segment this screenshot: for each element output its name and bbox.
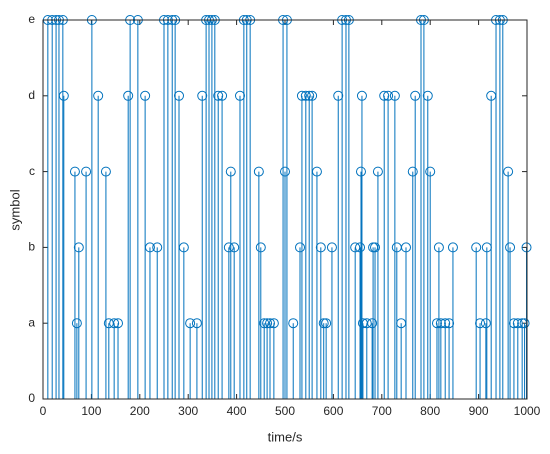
x-tick-label: 500 xyxy=(275,404,295,418)
x-tick-label: 0 xyxy=(40,404,47,418)
stem-marker xyxy=(81,166,92,177)
stem-marker xyxy=(481,242,492,253)
stem-marker xyxy=(123,90,134,101)
stem-marker xyxy=(304,90,315,101)
stem-marker xyxy=(431,318,442,329)
stem-marker xyxy=(370,242,381,253)
x-tick-label: 300 xyxy=(178,404,198,418)
stem-marker xyxy=(71,318,82,329)
x-tick-label: 700 xyxy=(372,404,392,418)
stem-marker xyxy=(379,90,390,101)
stem-marker xyxy=(444,318,455,329)
stem-marker xyxy=(321,318,332,329)
stem-marker xyxy=(268,318,279,329)
stem-marker xyxy=(259,318,270,329)
stem-marker xyxy=(69,166,80,177)
stem-marker xyxy=(433,242,444,253)
stem-marker xyxy=(174,90,185,101)
stem-marker xyxy=(367,318,378,329)
stem-marker xyxy=(486,90,497,101)
stem-marker xyxy=(280,166,290,177)
y-tick-label: c xyxy=(29,164,35,178)
stem-marker xyxy=(288,318,299,329)
stem-marker xyxy=(318,318,329,329)
x-tick-label: 900 xyxy=(469,404,489,418)
y-tick-label: 0 xyxy=(28,391,35,405)
stem-marker xyxy=(229,242,240,253)
stem-marker xyxy=(140,90,151,101)
stem-marker xyxy=(447,242,458,253)
stem-marker xyxy=(113,318,124,329)
stem-marker xyxy=(307,90,318,101)
stem-marker xyxy=(410,90,421,101)
stem-marker xyxy=(73,242,84,253)
stem-marker xyxy=(407,166,418,177)
stem-marker xyxy=(505,242,516,253)
stem-marker xyxy=(295,242,306,253)
stem-marker xyxy=(326,242,337,253)
stem-marker xyxy=(300,90,311,101)
stem-marker xyxy=(425,166,436,177)
stem-marker xyxy=(401,242,411,253)
y-tick-label: e xyxy=(28,12,35,26)
stem-marker xyxy=(144,242,155,253)
stem-marker xyxy=(197,90,208,101)
stem-marker xyxy=(355,242,366,253)
stem-marker xyxy=(333,90,344,101)
y-tick-label: b xyxy=(28,240,35,254)
stem-marker xyxy=(262,318,273,329)
stem-marker xyxy=(264,318,275,329)
x-tick-label: 600 xyxy=(323,404,343,418)
stem-marker xyxy=(185,318,196,329)
stem-marker xyxy=(372,166,383,177)
stem-marker xyxy=(475,318,486,329)
stem-marker xyxy=(355,166,366,177)
stem-marker xyxy=(234,90,245,101)
stem-marker xyxy=(213,90,224,101)
y-tick-label: a xyxy=(28,315,35,329)
stem-marker xyxy=(178,242,189,253)
stem-marker xyxy=(422,90,433,101)
stem-marker xyxy=(361,318,372,329)
stem-marker xyxy=(383,90,394,101)
x-tick-label: 800 xyxy=(420,404,440,418)
stem-marker xyxy=(225,166,236,177)
stem-marker xyxy=(389,90,400,101)
x-tick-label: 200 xyxy=(130,404,150,418)
x-axis-label: time/s xyxy=(268,429,303,444)
stem-marker xyxy=(508,318,519,329)
stem-marker xyxy=(93,90,104,101)
stem-marker xyxy=(471,242,482,253)
x-tick-label: 1000 xyxy=(514,404,541,418)
stem-marker xyxy=(440,318,451,329)
stem-marker xyxy=(519,318,530,329)
stem-marker xyxy=(100,166,111,177)
y-axis-label: symbol xyxy=(7,189,22,230)
x-tick-label: 400 xyxy=(227,404,247,418)
stem-marker xyxy=(503,166,514,177)
stem-marker xyxy=(311,166,322,177)
stem-marker xyxy=(223,242,234,253)
stem-marker xyxy=(356,90,367,101)
stem-marker xyxy=(58,90,69,101)
stem-marker xyxy=(152,242,163,253)
stem-marker xyxy=(109,318,120,329)
stem-marker xyxy=(217,90,228,101)
axes-box xyxy=(42,19,528,400)
stem-marker xyxy=(191,318,202,329)
stem-marker xyxy=(480,318,491,329)
x-tick-label: 100 xyxy=(81,404,101,418)
stem-marker xyxy=(255,242,266,253)
stem-marker xyxy=(315,242,326,253)
y-tick-label: d xyxy=(28,88,35,102)
stem-marker xyxy=(396,318,407,329)
stem-marker xyxy=(296,90,307,101)
stem-marker xyxy=(253,166,264,177)
